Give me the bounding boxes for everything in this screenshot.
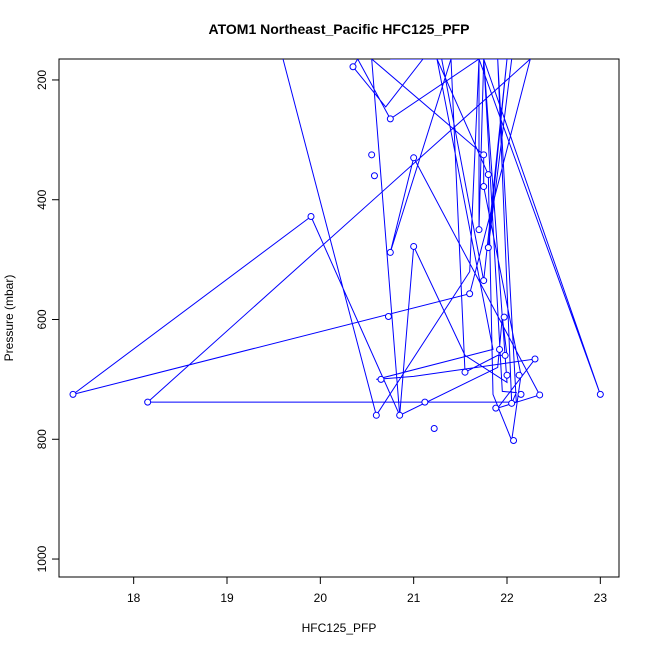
data-point — [536, 391, 544, 399]
y-tick-label: 800 — [35, 429, 49, 449]
data-point — [370, 172, 378, 180]
x-tick-label: 22 — [500, 591, 514, 605]
data-point — [466, 290, 474, 298]
data-point — [484, 244, 492, 252]
data-point — [396, 411, 404, 419]
data-point — [510, 436, 518, 444]
data-point — [475, 226, 483, 234]
data-point — [496, 345, 504, 353]
plot-frame — [58, 58, 620, 578]
series-line — [72, 59, 601, 443]
data-point — [480, 277, 488, 285]
x-tick-label: 18 — [127, 591, 141, 605]
data-point — [410, 154, 418, 162]
data-point — [421, 398, 429, 406]
data-point — [503, 371, 511, 379]
data-point — [531, 355, 539, 363]
data-point — [386, 115, 394, 123]
y-tick-label: 600 — [35, 309, 49, 329]
x-tick-label: 19 — [220, 591, 234, 605]
data-point — [484, 171, 492, 179]
data-point — [386, 248, 394, 256]
x-axis: 18 19 20 21 22 23 — [127, 577, 607, 605]
data-point — [596, 390, 604, 398]
data-point — [372, 411, 380, 419]
chart-title: ATOM1 Northeast_Pacific HFC125_PFP — [209, 21, 470, 37]
x-tick-label: 21 — [407, 591, 421, 605]
points-layer — [69, 63, 604, 444]
x-tick-label: 20 — [314, 591, 328, 605]
data-point — [492, 404, 500, 412]
data-point — [480, 183, 488, 191]
data-point — [480, 151, 488, 159]
y-axis: 200 400 600 800 1000 — [35, 70, 59, 572]
data-point — [377, 375, 385, 383]
data-point — [501, 351, 509, 359]
data-point — [349, 63, 357, 71]
data-point — [368, 151, 376, 159]
data-point — [500, 313, 508, 321]
data-point — [461, 368, 469, 376]
y-axis-label: Pressure (mbar) — [2, 275, 16, 362]
series-layer — [72, 59, 601, 443]
data-point — [517, 390, 525, 398]
data-point — [410, 242, 418, 250]
data-point — [515, 371, 523, 379]
data-point — [430, 424, 438, 432]
data-point — [69, 390, 77, 398]
data-point — [508, 399, 516, 407]
data-point — [144, 398, 152, 406]
x-tick-label: 23 — [594, 591, 608, 605]
y-tick-label: 200 — [35, 70, 49, 90]
data-point — [307, 212, 315, 220]
x-axis-label: HFC125_PFP — [302, 621, 377, 635]
y-tick-label: 400 — [35, 189, 49, 209]
y-tick-label: 1000 — [35, 545, 49, 572]
data-point — [384, 313, 392, 321]
